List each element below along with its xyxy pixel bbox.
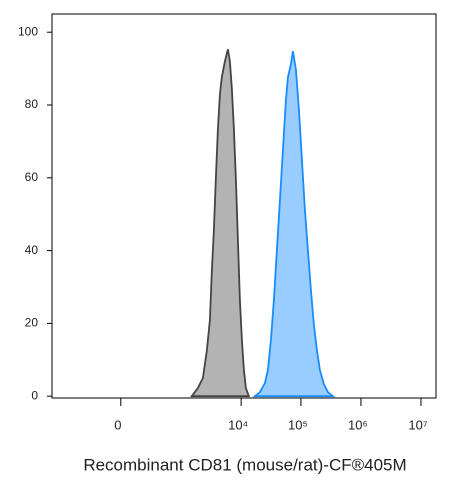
y-tick-label: 20 [25,316,39,330]
plot-area [190,49,336,398]
x-tick-label: 10⁴ [228,417,248,432]
histogram-area [190,49,251,398]
y-tick-label: 100 [18,24,38,38]
y-tick-label: 40 [25,243,39,257]
histogram-area [252,50,336,398]
plot-frame [51,13,437,399]
x-tick-label: 0 [114,417,121,432]
y-tick-label: 80 [25,97,39,111]
x-axis-label: Recombinant CD81 (mouse/rat)-CF®405M [83,455,406,474]
x-tick-label: 10⁶ [348,417,368,432]
y-tick-label: 0 [31,388,38,402]
y-tick-label: 60 [25,170,39,184]
x-tick-label: 10⁵ [288,417,308,432]
x-tick-label: 10⁷ [408,417,427,432]
